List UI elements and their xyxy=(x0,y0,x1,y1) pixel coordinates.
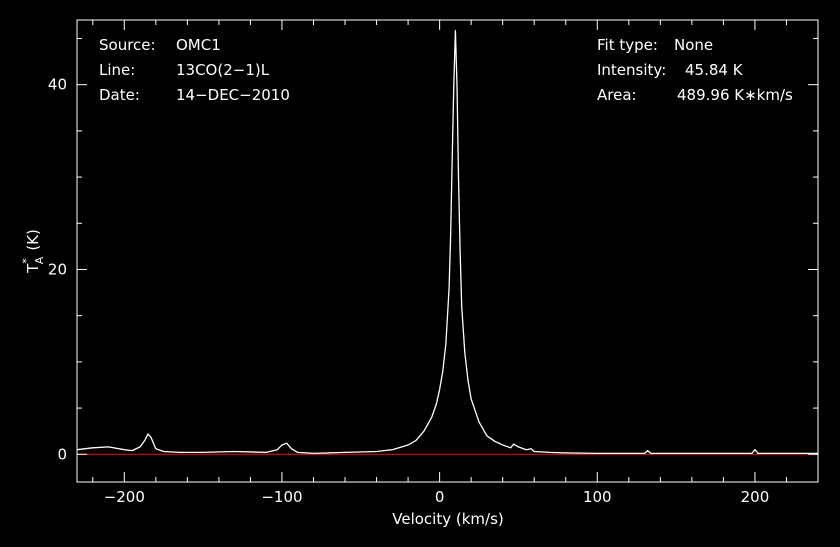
intensity-value: 45.84 K xyxy=(685,61,744,79)
source-value: OMC1 xyxy=(176,36,221,54)
area-label: Area: xyxy=(597,86,637,104)
x-tick-label: 200 xyxy=(741,488,770,506)
y-axis-label-sup: * xyxy=(20,258,33,264)
x-tick-label: −100 xyxy=(261,488,302,506)
y-axis-label: T*A (K) xyxy=(20,229,46,274)
info-right: Fit type: None Intensity: 45.84 K Area: … xyxy=(597,36,793,104)
plot-area xyxy=(76,30,818,455)
intensity-label: Intensity: xyxy=(597,61,666,79)
svg-text:T*A(K): T*A (K) xyxy=(20,229,46,274)
axes: −200 −100 0 100 200 0 20 40 xyxy=(48,20,819,506)
line-label: Line: xyxy=(99,61,135,79)
date-value: 14−DEC−2010 xyxy=(176,86,290,104)
x-axis-label: Velocity (km/s) xyxy=(392,510,503,528)
y-tick-label: 40 xyxy=(48,76,67,94)
fit-type-label: Fit type: xyxy=(597,36,658,54)
y-tick-label: 20 xyxy=(48,260,67,278)
plot-frame xyxy=(76,19,819,483)
y-axis-label-sub: A xyxy=(33,256,46,264)
date-label: Date: xyxy=(99,86,140,104)
spectrum-line-0 xyxy=(76,30,818,455)
x-tick-label: −200 xyxy=(104,488,145,506)
fit-type-value: None xyxy=(674,36,713,54)
area-value: 489.96 K∗km/s xyxy=(677,86,793,104)
y-axis-label-main: T xyxy=(24,263,42,274)
line-value: 13CO(2−1)L xyxy=(176,61,270,79)
info-left: Source: OMC1 Line: 13CO(2−1)L Date: 14−D… xyxy=(99,36,290,104)
x-tick-label: 0 xyxy=(435,488,445,506)
y-tick-label: 0 xyxy=(57,445,67,463)
source-label: Source: xyxy=(99,36,156,54)
x-tick-label: 100 xyxy=(583,488,612,506)
y-axis-label-unit: (K) xyxy=(24,229,42,251)
